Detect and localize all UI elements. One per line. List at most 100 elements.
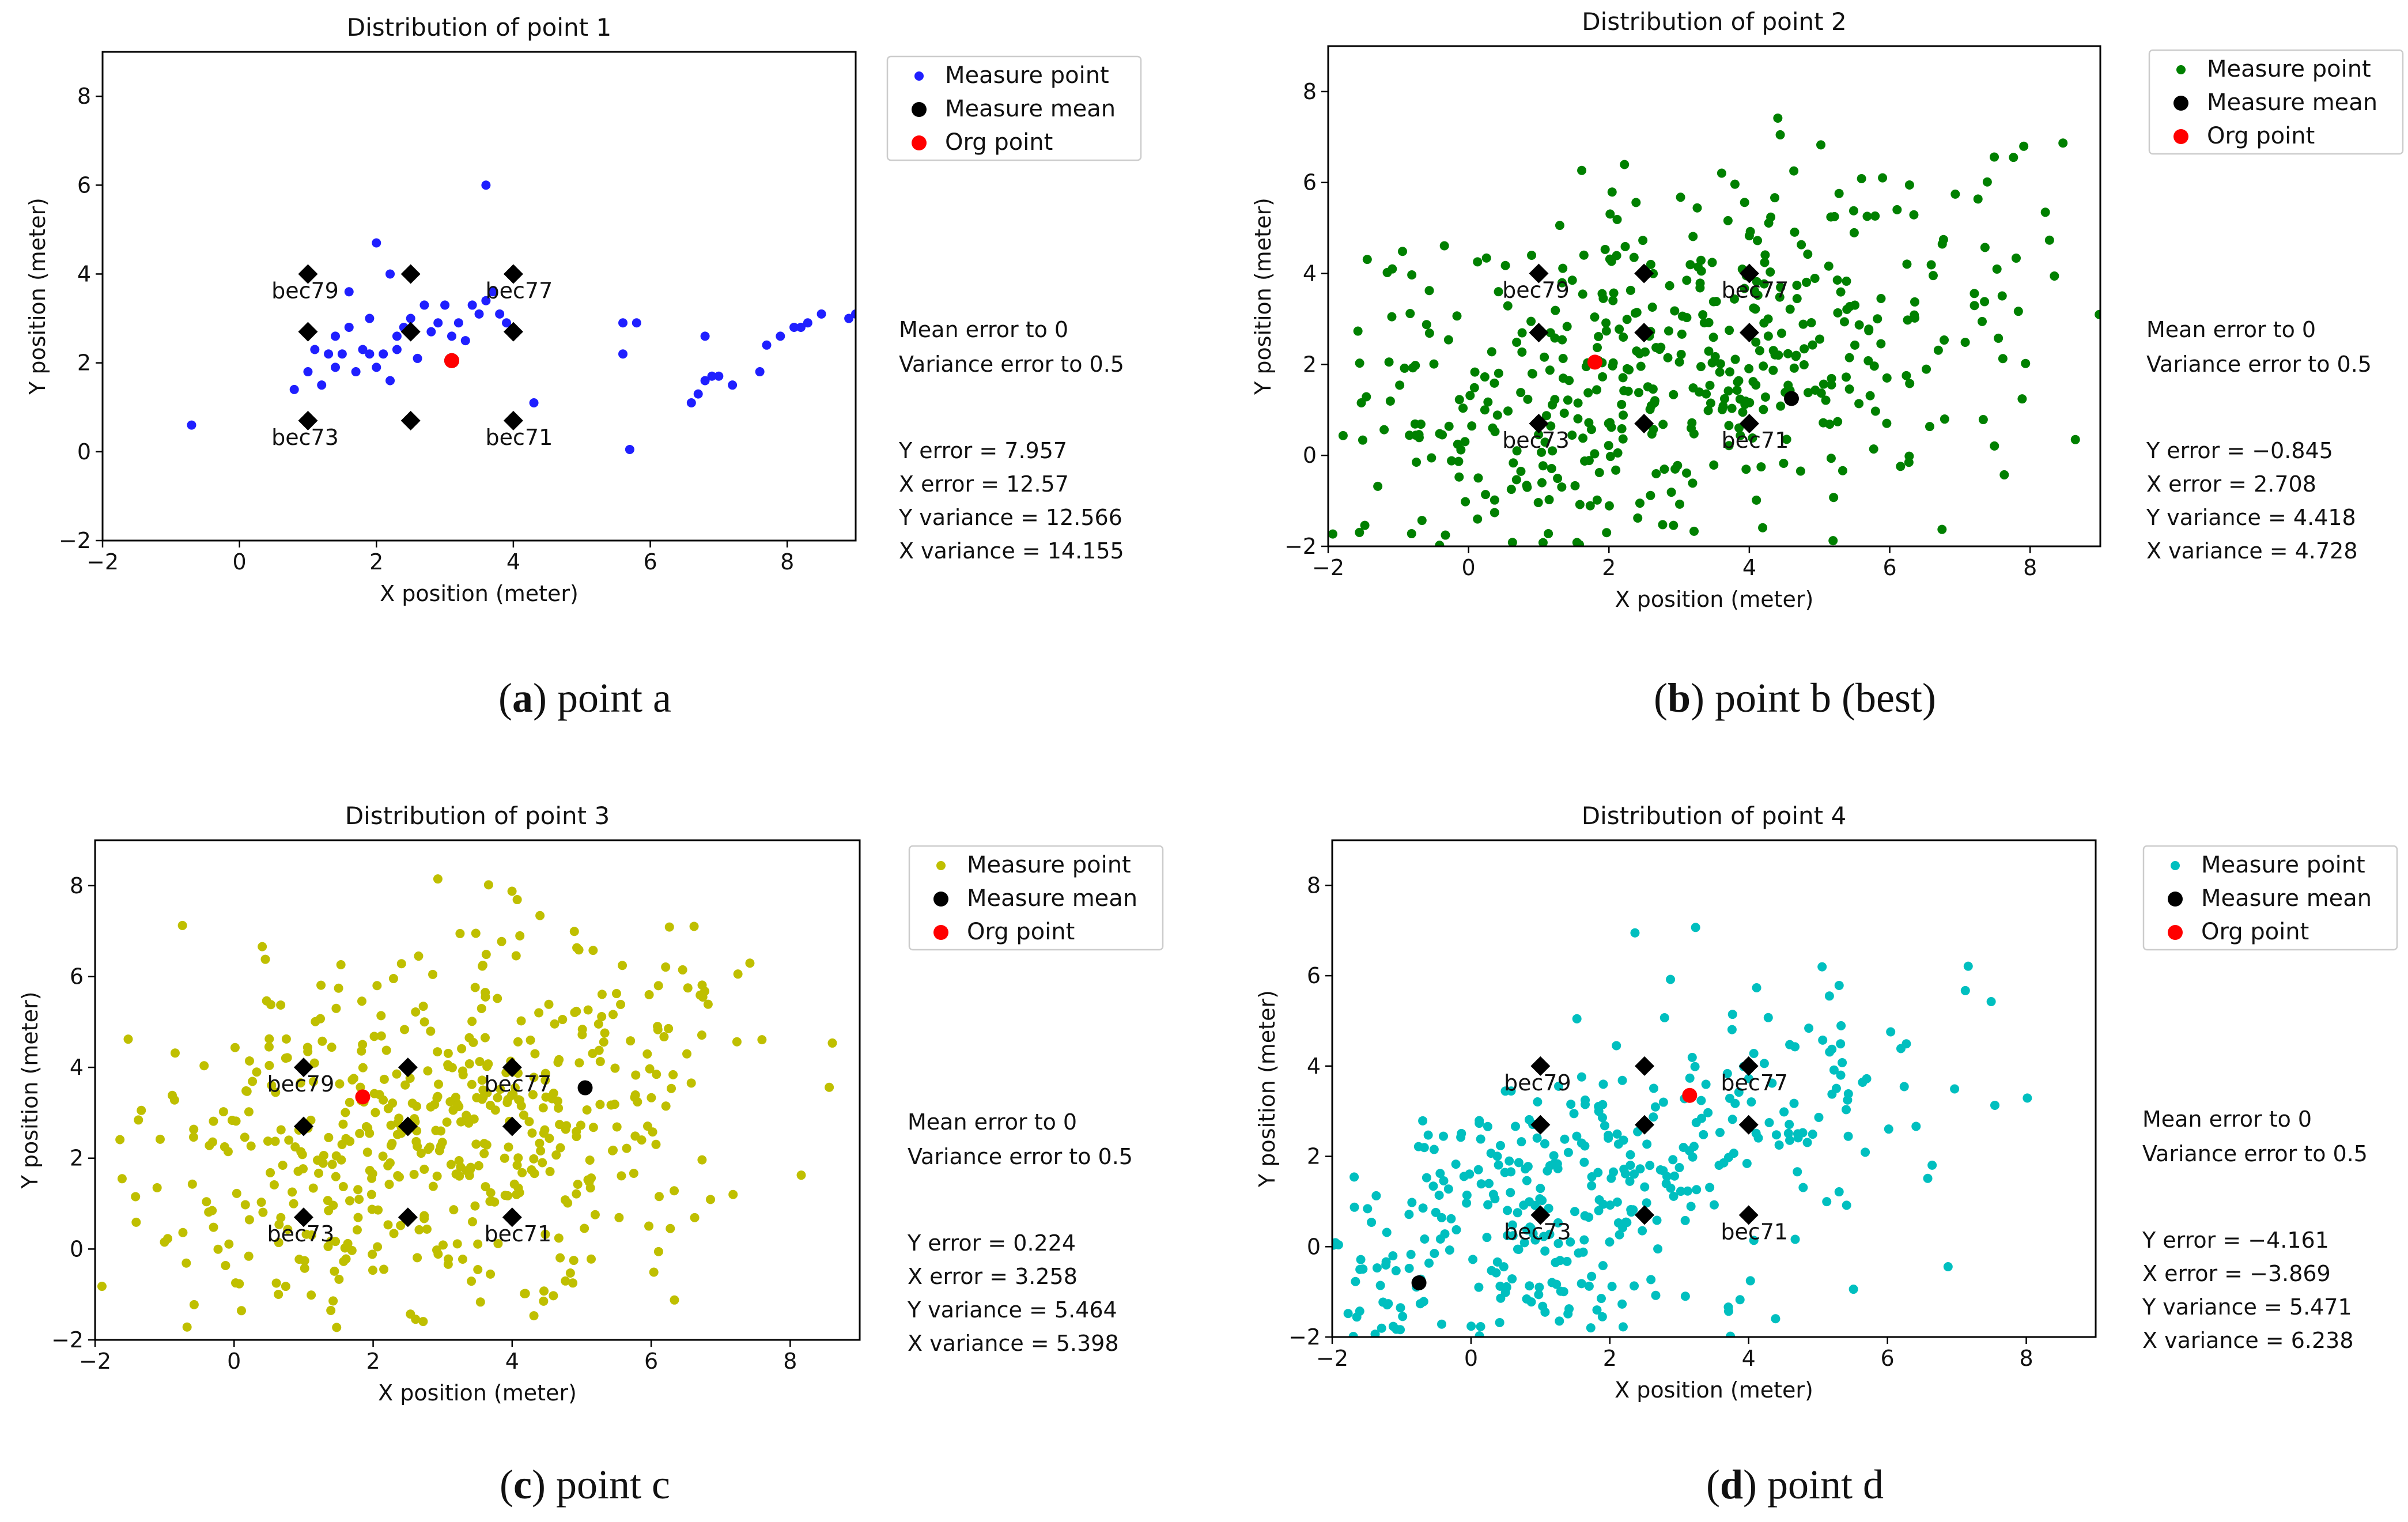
measure-point [1790,1042,1800,1052]
measure-point [574,1058,584,1068]
measure-point [244,1107,254,1117]
measure-point [1790,227,1800,237]
caption-paren-open: ( [1654,675,1668,721]
measure-point [271,1278,281,1288]
measure-point [1586,1323,1596,1333]
measure-point [467,1079,477,1089]
measure-point [1615,324,1624,334]
x-tick-label: 0 [1462,555,1476,580]
x-error-value: X error = 12.57 [899,471,1069,497]
measure-point [1483,397,1493,407]
measure-point [488,287,498,297]
measure-point [1522,1176,1532,1185]
measure-point [424,1145,433,1154]
measure-point [1552,1279,1562,1289]
chart-title: Distribution of point 4 [1582,802,1846,830]
measure-point [1669,390,1679,399]
measure-point [1528,369,1537,379]
measure-point [1547,464,1556,474]
measure-point [1517,328,1527,338]
measure-point [1407,270,1417,280]
measure-point [274,1289,283,1299]
beacon-marker [298,410,318,430]
measure-point [1725,326,1734,335]
measure-point [434,1079,444,1089]
measure-point [1698,310,1708,320]
measure-point [1822,1197,1832,1207]
measure-point [470,1201,480,1211]
measure-point [1904,458,1914,467]
measure-point [667,1083,676,1093]
measure-point [516,1016,526,1026]
measure-point [354,1195,364,1204]
measure-point [267,1081,277,1090]
measure-point [1973,194,1983,204]
measure-point [1833,417,1843,426]
measure-point [610,1063,620,1073]
measure-point [368,1249,377,1259]
measure-point [1663,353,1673,362]
measure-point [1592,343,1602,353]
measure-point [1379,425,1389,435]
measure-point [456,1162,466,1172]
measure-point [478,960,487,970]
measure-point [1570,481,1580,490]
measure-point [1865,391,1875,401]
measure-point [332,1323,342,1332]
measure-point [1553,1218,1563,1228]
measure-point [622,1143,632,1153]
measure-point [608,1010,618,1019]
measure-point [1604,1131,1613,1140]
measure-point [1999,470,2009,479]
measure-point [545,1166,555,1176]
measure-point [355,1128,365,1138]
measure-point [1410,419,1420,429]
beacon-label: bec73 [267,1221,335,1247]
measure-point [344,287,354,297]
panel-caption: (b) point b (best) [1654,675,1936,721]
measure-point [317,380,327,390]
measure-point [700,331,710,341]
measure-point [1537,1196,1547,1206]
beacon-label: bec71 [486,425,553,450]
measure-point [1658,420,1668,429]
beacon-marker [1530,1115,1551,1135]
measure-point [1370,1330,1380,1337]
measure-point [1404,1263,1414,1273]
measure-point [1338,430,1348,440]
measure-point [1863,356,1873,366]
measure-point [1398,1312,1408,1321]
beacon-marker [398,1058,418,1078]
measure-point [678,965,687,975]
measure-point [1870,211,1880,221]
measure-point [1544,1203,1553,1213]
y-axis-label: Y position (meter) [1250,198,1276,395]
measure-point [1640,347,1650,357]
measure-point [1619,410,1628,420]
measure-point [1362,392,1371,402]
measure-point [789,322,799,332]
beacon-marker [1634,323,1654,343]
measure-point [1960,985,1970,995]
measure-point [1427,453,1437,463]
measure-point [1810,386,1820,395]
measure-point [1462,1198,1472,1208]
y-tick-label: 2 [77,350,91,376]
measure-point [1766,267,1775,277]
measure-point [1646,1275,1656,1285]
measure-point [1836,1039,1846,1049]
measure-point [1740,198,1749,207]
measure-point [732,1037,742,1047]
beacon-marker [293,1058,313,1078]
x-variance-value: X variance = 5.398 [908,1331,1119,1356]
measure-point [1674,1163,1684,1173]
measure-point [631,1070,641,1080]
x-variance-value: X variance = 4.728 [2146,538,2358,564]
measure-point [588,946,598,956]
data-points [1328,113,2100,546]
measure-point [1358,435,1367,445]
measure-point [1665,281,1674,290]
measure-point [1748,433,1757,443]
measure-point [270,1136,280,1146]
measure-point [1752,495,1761,505]
